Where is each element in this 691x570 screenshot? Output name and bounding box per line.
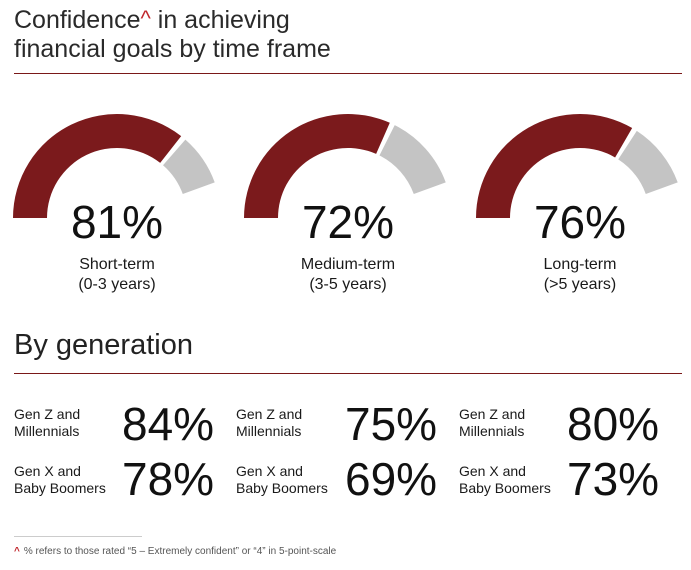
gen-label-line2: Millennials: [236, 423, 302, 439]
title-line2: financial goals by time frame: [14, 35, 331, 63]
gen-label-line1: Gen Z and: [459, 406, 526, 422]
title-divider: [14, 73, 682, 74]
gauge-label-long-term: Long-term (>5 years): [490, 255, 670, 295]
gen-value-gen-x-medium-term: 69%: [345, 453, 438, 505]
footnote-divider: [14, 536, 142, 537]
section-divider: [14, 373, 682, 374]
section-title-by-generation: By generation: [14, 329, 193, 361]
gen-label-gen-x-boomers: Gen X and Baby Boomers: [14, 463, 124, 497]
gauge-remaining-arc-long-term: [618, 130, 678, 195]
gauge-value-long-term: 76%: [533, 196, 627, 248]
gen-label-line1: Gen Z and: [236, 406, 303, 422]
gauge-label-short-term: Short-term (0-3 years): [27, 255, 207, 295]
gen-label-gen-x-boomers: Gen X and Baby Boomers: [236, 463, 346, 497]
gauge-remaining-arc-short-term: [163, 139, 215, 195]
gen-label-gen-x-boomers: Gen X and Baby Boomers: [459, 463, 569, 497]
gen-value-gen-x-short-term: 78%: [122, 453, 215, 505]
gauge-value-medium-term: 72%: [301, 196, 395, 248]
gen-label-line2: Millennials: [14, 423, 80, 439]
gauge-label-line2: (3-5 years): [309, 276, 387, 293]
gauge-filled-arc-medium-term: [244, 114, 390, 218]
gauge-label-line1: Medium-term: [300, 256, 396, 273]
gen-label-line1: Gen X and: [14, 463, 81, 479]
gauge-value-short-term: 81%: [70, 196, 164, 248]
gen-label-line2: Baby Boomers: [459, 480, 551, 496]
gen-label-line2: Baby Boomers: [14, 480, 106, 496]
gen-label-line1: Gen Z and: [14, 406, 81, 422]
title-prefix: Confidence: [14, 6, 141, 34]
gen-value-gen-z-long-term: 80%: [567, 398, 660, 450]
title-caret: ^: [140, 6, 151, 31]
gen-value-gen-z-short-term: 84%: [122, 398, 215, 450]
gen-value-gen-x-long-term: 73%: [567, 453, 660, 505]
gen-label-line2: Millennials: [459, 423, 525, 439]
gen-label-gen-z-millennials: Gen Z and Millennials: [459, 406, 569, 440]
gauge-filled-arc-short-term: [13, 114, 182, 218]
gauge-filled-arc-long-term: [476, 113, 633, 218]
footnote-text: % refers to those rated “5 – Extremely c…: [23, 546, 337, 557]
gen-value-gen-z-medium-term: 75%: [345, 398, 438, 450]
gen-label-line1: Gen X and: [236, 463, 303, 479]
gauge-remaining-arc-medium-term: [379, 125, 446, 195]
gauge-label-line1: Short-term: [79, 256, 155, 273]
footnote-caret: ^: [14, 546, 20, 557]
chart-title: Confidence^ in achieving financial goals…: [14, 6, 331, 64]
gauge-label-line1: Long-term: [543, 256, 617, 273]
gauge-label-medium-term: Medium-term (3-5 years): [258, 255, 438, 295]
gen-label-gen-z-millennials: Gen Z and Millennials: [236, 406, 346, 440]
gen-label-line2: Baby Boomers: [236, 480, 328, 496]
gauge-label-line2: (>5 years): [543, 276, 617, 293]
title-line1-rest: in achieving: [150, 6, 290, 34]
gen-label-gen-z-millennials: Gen Z and Millennials: [14, 406, 124, 440]
gauge-charts: [13, 113, 678, 218]
gauge-label-line2: (0-3 years): [78, 276, 156, 293]
footnote: ^% refers to those rated “5 – Extremely …: [14, 545, 336, 558]
gen-label-line1: Gen X and: [459, 463, 526, 479]
